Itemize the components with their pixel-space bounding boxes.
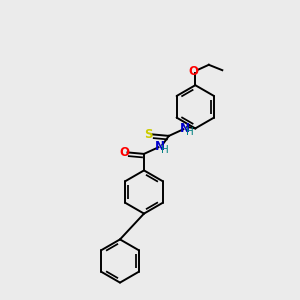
Text: H: H [186, 127, 194, 137]
Text: O: O [189, 65, 199, 78]
Text: H: H [161, 145, 169, 155]
Text: N: N [179, 122, 190, 135]
Text: O: O [119, 146, 129, 159]
Text: S: S [144, 128, 153, 141]
Text: N: N [154, 140, 165, 153]
